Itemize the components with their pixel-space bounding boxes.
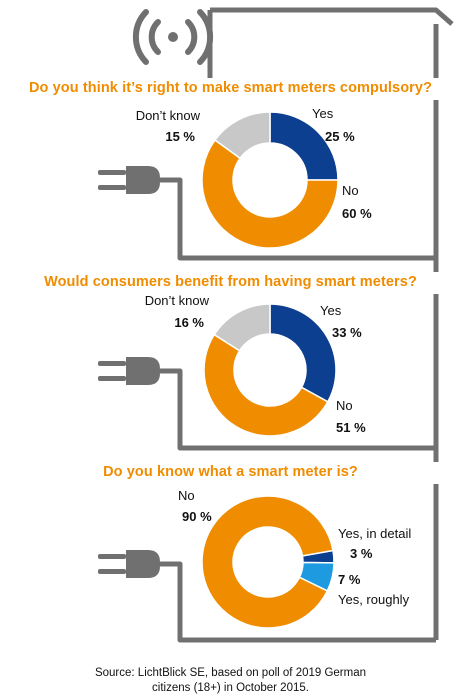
plug-icon [98,357,160,385]
donut-slice-yes [269,303,337,403]
slice-value: 7 % [338,572,361,587]
slice-label: Yes [320,303,342,318]
slice-label: No [178,488,195,503]
plug-icon [98,166,160,194]
slice-label: Don’t know [145,293,210,308]
source-line-1: Source: LichtBlick SE, based on poll of … [94,667,367,679]
slice-label: No [342,183,359,198]
signal-icon [132,9,214,65]
plug-icon [98,550,160,578]
slice-label: Yes [312,106,334,121]
source-note: Source: LichtBlick SE, based on poll of … [0,666,461,696]
cable-plug-3 [160,561,436,643]
cable-plug-1 [160,177,436,261]
question-1-title: Do you think it’s right to make smart me… [28,80,433,96]
slice-label: Don’t know [136,108,201,123]
slice-value: 51 % [336,420,366,435]
slice-value: 60 % [342,206,372,221]
slice-value: 90 % [182,509,212,524]
slice-value: 15 % [165,129,195,144]
source-line-2: citizens (18+) in October 2015. [152,682,309,694]
slice-value: 3 % [350,546,373,561]
donut-slice-don-t-know [213,303,271,352]
cable-plug-2 [160,368,436,451]
slice-value: 25 % [325,129,355,144]
slice-value: 33 % [332,325,362,340]
slice-value: 16 % [174,315,204,330]
question-2-title: Would consumers benefit from having smar… [44,274,417,290]
question-3-title: Do you know what a smart meter is? [103,464,358,480]
donut-slice-no [201,138,339,249]
donut-slice-no [203,333,329,437]
donut-slice-no [201,495,334,629]
slice-label: Yes, roughly [338,592,410,607]
slice-label: No [336,398,353,413]
donut-slice-don-t-know [213,111,271,160]
slice-label: Yes, in detail [338,526,411,541]
